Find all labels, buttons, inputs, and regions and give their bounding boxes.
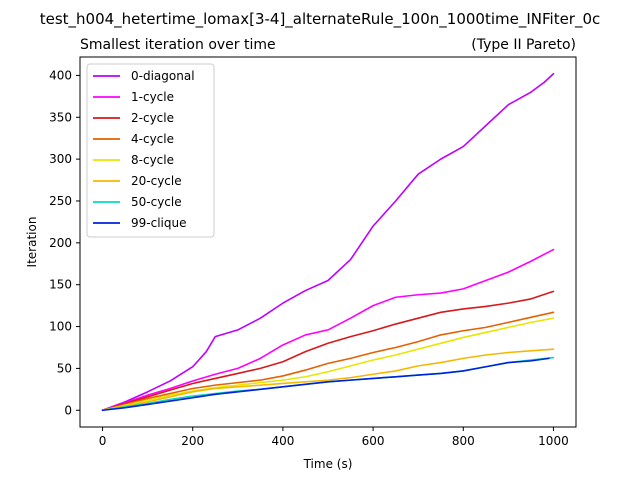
x-tick-label: 0: [99, 434, 107, 448]
legend-label: 50-cycle: [131, 195, 182, 209]
x-tick-label: 600: [362, 434, 385, 448]
series-line-1-cycle: [101, 248, 555, 412]
series-line-50-cycle: [101, 356, 555, 412]
series-line-0-diagonal: [101, 72, 555, 412]
y-tick-label: 250: [49, 194, 72, 208]
legend-label: 0-diagonal: [131, 69, 195, 83]
x-tick-label: 800: [452, 434, 475, 448]
y-axis-label: Iteration: [25, 217, 39, 268]
chart-suptitle: test_h004_hetertime_lomax[3-4]_alternate…: [40, 10, 601, 29]
y-axis: 0 50 100 150 200 250 300 350 400: [49, 68, 80, 417]
chart-title: Smallest iteration over time: [80, 37, 276, 53]
y-tick-label: 0: [64, 403, 72, 417]
legend-label: 1-cycle: [131, 90, 174, 104]
y-tick-label: 400: [49, 68, 72, 82]
y-tick-label: 300: [49, 152, 72, 166]
x-tick-label: 200: [181, 434, 204, 448]
x-tick-label: 400: [271, 434, 294, 448]
y-tick-label: 150: [49, 278, 72, 292]
x-tick-label: 1000: [538, 434, 569, 448]
series-line-4-cycle: [101, 311, 555, 412]
y-tick-label: 50: [57, 361, 72, 375]
legend-label: 2-cycle: [131, 111, 174, 125]
y-tick-label: 350: [49, 110, 72, 124]
legend: 0-diagonal 1-cycle 2-cycle 4-cycle 8-cycle 20…: [86, 63, 215, 238]
series-line-2-cycle: [101, 290, 555, 412]
legend-label: 8-cycle: [131, 153, 174, 167]
legend-label: 4-cycle: [131, 132, 174, 146]
chart-title-right: (Type II Pareto): [471, 37, 576, 53]
legend-label: 99-clique: [131, 216, 186, 230]
legend-frame: [86, 63, 215, 238]
y-tick-label: 200: [49, 236, 72, 250]
plot-series-group: [101, 72, 555, 412]
plot-frame: [79, 56, 577, 428]
y-tick-label: 100: [49, 320, 72, 334]
series-line-99-clique: [101, 357, 550, 412]
x-axis-label: Time (s): [303, 457, 353, 471]
legend-label: 20-cycle: [131, 174, 182, 188]
series-line-8-cycle: [101, 317, 555, 412]
series-line-20-cycle: [101, 348, 555, 412]
x-axis: 0 200 400 600 800 1000: [99, 427, 569, 448]
